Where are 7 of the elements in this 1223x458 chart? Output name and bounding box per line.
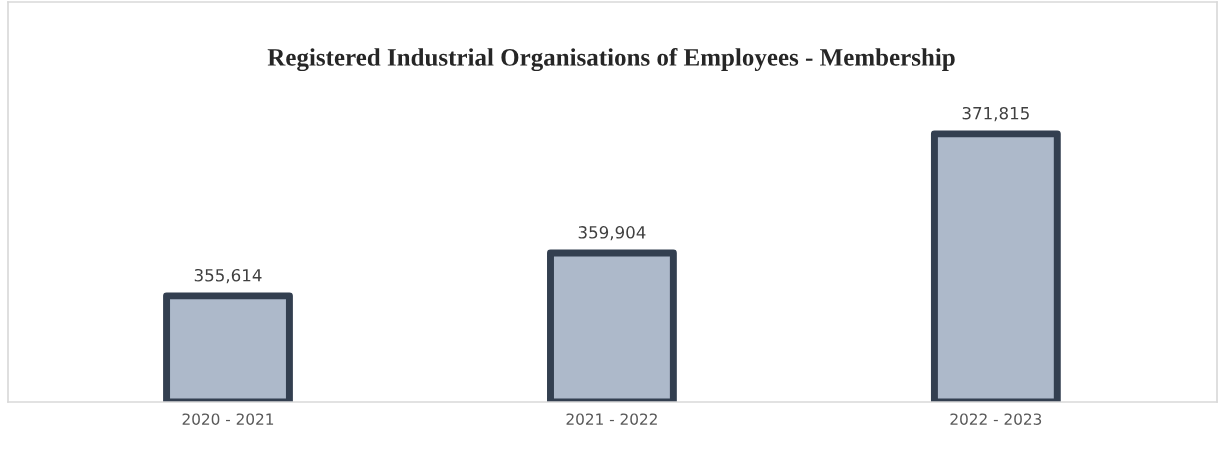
data-label: 355,614 [194, 268, 262, 284]
text: Registered Industrial Organisations of Employees - Membership [267, 48, 955, 72]
x-tick-label: 2021 - 2022 [566, 413, 657, 425]
x-tick-label: 2022 - 2023 [950, 413, 1042, 425]
data-label: 359,904 [578, 226, 646, 241]
data-label: 371,815 [962, 106, 1029, 122]
x-tick-label: 2020 - 2021 [182, 413, 274, 425]
